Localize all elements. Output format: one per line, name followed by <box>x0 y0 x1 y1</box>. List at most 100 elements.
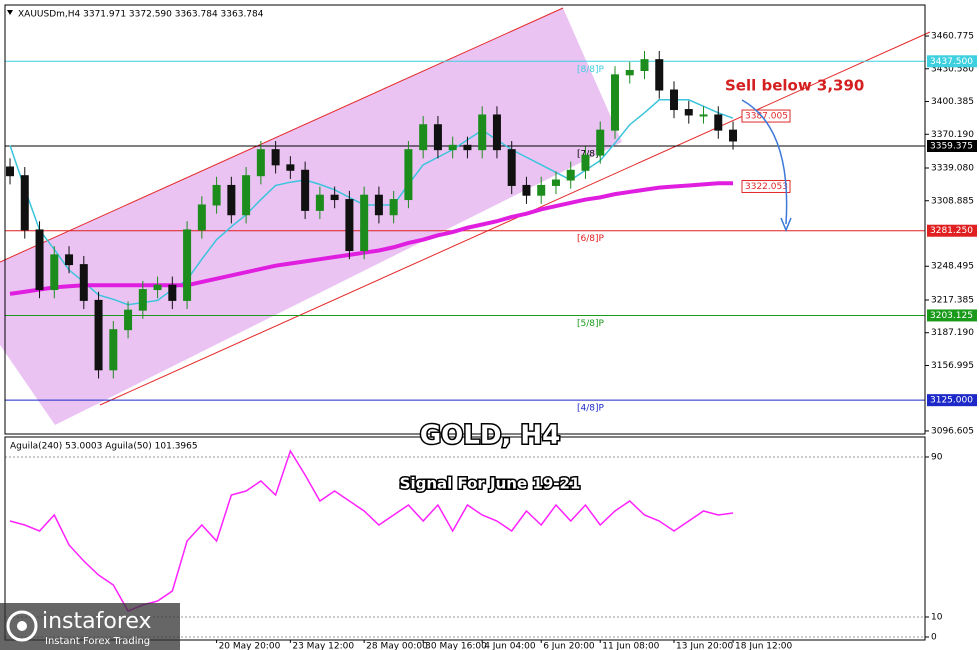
level-value: 3125.000 <box>930 396 973 406</box>
y-tick-label: 10 <box>931 613 943 623</box>
candle-body <box>212 184 221 206</box>
candle-body <box>301 169 310 211</box>
forecast-arrow <box>741 99 788 225</box>
candle-body <box>168 284 177 301</box>
level-label: [6/8]P <box>577 234 605 244</box>
candle-body <box>566 169 575 181</box>
level-label: [5/8]P <box>577 319 605 329</box>
level-box <box>927 224 977 237</box>
candle-body <box>360 194 369 252</box>
sell-annotation: Sell below 3,390 <box>725 77 864 95</box>
y-tick-label: 3308.885 <box>931 196 974 206</box>
candle-body <box>448 144 457 151</box>
candle-body <box>670 89 679 111</box>
y-tick-label: 3187.190 <box>931 328 974 338</box>
candle-body <box>345 199 354 252</box>
watermark: instaforex Instant Forex Trading <box>0 603 180 650</box>
level-value: 3359.375 <box>930 142 973 152</box>
menu-triangle[interactable] <box>7 10 13 15</box>
candle-body <box>138 289 147 311</box>
channel-fill <box>0 8 622 425</box>
symbol-header: XAUUSDm,H4 3371.971 3372.590 3363.784 33… <box>18 10 264 20</box>
y-tick-label: 3339.080 <box>931 164 974 174</box>
level-box <box>927 55 977 68</box>
candle-body <box>227 184 236 216</box>
candle-body <box>419 124 428 151</box>
x-tick-label: 6 Jun 20:00 <box>543 642 595 650</box>
candle-body <box>478 114 487 151</box>
indicator-frame <box>4 436 926 641</box>
y-tick-label: 3217.385 <box>931 295 974 305</box>
price-frame <box>4 4 926 435</box>
candle-body <box>256 149 265 177</box>
candle-body <box>463 144 472 151</box>
level-label: [4/8]P <box>577 404 605 414</box>
x-tick-label: 28 May 00:00 <box>366 642 428 650</box>
candle-body <box>271 149 280 166</box>
candle-body <box>655 59 664 91</box>
candle-body <box>404 149 413 201</box>
candle-body <box>492 114 501 151</box>
logo-icon-center <box>17 621 27 631</box>
candle-body <box>35 229 44 291</box>
candle-body <box>729 129 738 142</box>
moving-average <box>9 99 734 306</box>
price-label: 3322.053 <box>745 182 788 192</box>
candle-body <box>625 69 634 76</box>
candle-body <box>522 184 531 196</box>
candle-body <box>94 299 103 371</box>
candle-body <box>6 166 15 177</box>
candle-body <box>374 194 383 216</box>
level-box <box>927 140 977 153</box>
y-tick-label: 0 <box>931 633 937 643</box>
candle-body <box>551 179 560 186</box>
candle-body <box>684 109 693 116</box>
indicator-title: Aguila(240) 53.0003 Aguila(50) 101.3965 <box>10 442 198 452</box>
candle-body <box>699 114 708 117</box>
x-tick-label: 13 Jun 20:00 <box>676 642 733 650</box>
level-box <box>927 309 977 322</box>
candle-body <box>286 164 295 171</box>
level-value: 3281.250 <box>930 226 973 236</box>
brand: instaforex <box>42 609 152 634</box>
candle-body <box>330 194 339 201</box>
y-tick-label: 3370.190 <box>931 130 974 140</box>
y-tick-label: 90 <box>931 453 943 463</box>
candle-body <box>596 129 605 156</box>
level-value: 3437.500 <box>930 57 973 67</box>
x-tick-label: 18 Jun 12:00 <box>735 642 792 650</box>
candle-body <box>315 194 324 211</box>
candle-body <box>507 149 516 186</box>
candle-body <box>610 74 619 131</box>
price-panel: 3460.775 3430.580 3400.385 3370.190 3339.080… <box>5 32 977 436</box>
candle-body <box>537 184 546 196</box>
x-tick-label: 23 May 12:00 <box>292 642 354 650</box>
candle-body <box>242 175 251 216</box>
brand-tagline: Instant Forex Trading <box>45 636 150 647</box>
candle-body <box>183 229 192 301</box>
level-value: 3203.125 <box>930 311 973 321</box>
candle-body <box>581 154 590 171</box>
forecast-arrowhead <box>780 217 792 232</box>
watermark-box <box>0 603 180 650</box>
candle-body <box>433 124 442 151</box>
candle-body <box>389 199 398 216</box>
candle-body <box>714 114 723 131</box>
y-tick-label: 3430.580 <box>931 64 974 74</box>
channel-lower <box>99 31 931 406</box>
candle-body <box>50 254 59 291</box>
chart-title: GOLD, H4 <box>420 421 560 451</box>
x-tick-label: 4 Jun 04:00 <box>484 642 536 650</box>
chart-subtitle: Signal For June 19-21 <box>400 475 581 493</box>
x-tick-label: 30 May 16:00 <box>425 642 487 650</box>
x-tick-label: 20 May 20:00 <box>219 642 281 650</box>
candle-body <box>65 254 74 266</box>
x-tick-label: 11 Jun 08:00 <box>602 642 659 650</box>
candle-body <box>197 204 206 231</box>
y-tick-label: 3248.495 <box>931 262 974 272</box>
moving-average <box>9 181 734 296</box>
y-tick-label: 3156.995 <box>931 361 974 371</box>
y-tick-label: 3096.605 <box>931 426 974 436</box>
level-box <box>927 394 977 407</box>
